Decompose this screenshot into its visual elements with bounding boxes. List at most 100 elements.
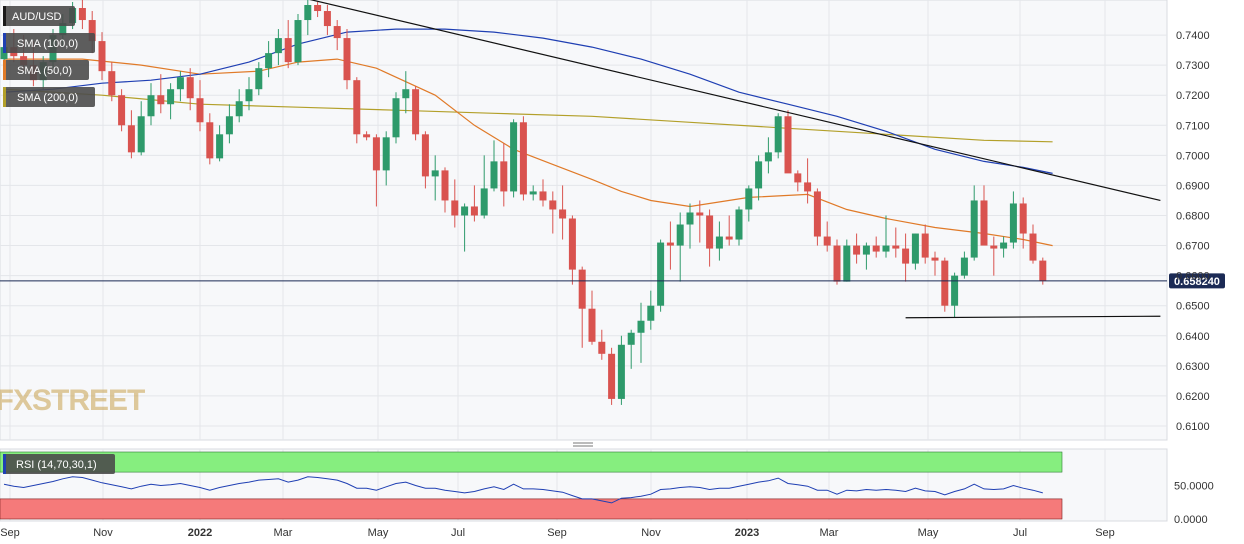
candle-down <box>549 200 557 210</box>
candle-down <box>470 206 478 216</box>
candle-down <box>421 134 429 177</box>
candle-down <box>353 80 361 135</box>
candle-down <box>921 233 929 258</box>
candle-up <box>657 242 665 306</box>
candle-up <box>617 344 625 399</box>
y-tick-label: 0.6100 <box>1176 421 1210 433</box>
candle-down <box>784 116 792 174</box>
sma50-line <box>4 58 1053 247</box>
candle-up <box>735 209 743 240</box>
rsi-legend-box[interactable] <box>3 454 115 474</box>
price-panel <box>0 0 1168 441</box>
rsi-line <box>3 476 1043 504</box>
legend-box-sma50[interactable] <box>3 60 89 80</box>
candle-up <box>764 152 772 162</box>
candle-down <box>588 308 596 342</box>
candle-down <box>1019 203 1027 234</box>
candle-up <box>274 38 282 54</box>
candle-up <box>715 236 723 249</box>
candle-down <box>608 353 616 399</box>
candle-up <box>167 89 175 105</box>
candle-up <box>304 5 312 21</box>
legend[interactable]: AUD/USD SMA (100,0) SMA (50,0) SMA (200,… <box>3 6 95 107</box>
x-tick-label: May <box>918 527 939 539</box>
x-tick-label: Sep <box>0 527 20 539</box>
candle-down <box>853 245 861 255</box>
legend-label-sma200: SMA (200,0) <box>17 92 78 104</box>
candle-down <box>314 5 322 12</box>
candle-down <box>88 20 96 42</box>
y-tick-label: 0.6400 <box>1176 331 1210 343</box>
candle-up <box>529 191 537 195</box>
candle-up <box>294 20 302 63</box>
trendlines[interactable] <box>308 0 1161 319</box>
candle-up <box>480 188 488 216</box>
candle-up <box>862 245 870 255</box>
candle-up <box>235 101 243 117</box>
legend-label-sma100: SMA (100,0) <box>17 38 78 50</box>
candle-down <box>78 8 86 21</box>
y-tick-label: 0.6200 <box>1176 391 1210 403</box>
candle-up <box>745 188 753 210</box>
candle-down <box>451 200 459 216</box>
x-tick-label: Jul <box>1013 527 1027 539</box>
candle-up <box>382 137 390 171</box>
candle-down <box>186 77 194 99</box>
candle-up <box>137 116 145 153</box>
rsi-path <box>3 476 1043 504</box>
candle-down <box>118 95 126 126</box>
legend-box-sma100[interactable] <box>3 33 95 53</box>
candle-up <box>1009 203 1017 243</box>
x-tick-label: Sep <box>1095 527 1115 539</box>
trendline <box>309 0 1161 202</box>
candle-up <box>843 245 851 282</box>
candle-down <box>500 161 508 192</box>
price-axis: 0.7400 0.7300 0.7200 0.7100 0.7000 0.6900 0.68… <box>1176 30 1210 433</box>
x-tick-label: Nov <box>641 527 661 539</box>
x-tick-label: May <box>368 527 389 539</box>
candle-up <box>647 305 655 321</box>
y-tick-label: 0.6600 <box>1176 271 1210 283</box>
panel-resize-handle[interactable] <box>573 442 593 447</box>
y-tick-label: 0.6700 <box>1176 241 1210 253</box>
rsi-overbought-zone <box>0 451 1063 473</box>
candle-up <box>970 200 978 258</box>
candle-up <box>951 275 959 306</box>
candle-up <box>627 332 635 345</box>
candle-down <box>794 173 802 183</box>
candle-down <box>343 38 351 81</box>
candle-down <box>363 134 371 138</box>
candle-down <box>931 257 939 261</box>
candle-down <box>872 245 880 252</box>
candle-down <box>539 191 547 201</box>
legend-box-sma200[interactable] <box>3 87 95 107</box>
rsi-legend-label: RSI (14,70,30,1) <box>16 459 97 471</box>
candle-down <box>372 137 380 171</box>
candle-down <box>412 89 420 135</box>
candle-down <box>441 170 449 201</box>
candle-up <box>255 68 263 90</box>
candle-up <box>0 47 8 60</box>
candle-up <box>755 161 763 189</box>
candle-up <box>774 116 782 153</box>
candle-down <box>578 269 586 309</box>
x-tick-label: Jul <box>451 527 465 539</box>
candle-down <box>1029 233 1037 261</box>
y-tick-label: 0.7300 <box>1176 60 1210 72</box>
candle-up <box>637 320 645 333</box>
candle-down <box>98 41 106 72</box>
legend-swatch-sma200 <box>3 87 6 107</box>
candle-down <box>284 38 292 63</box>
legend-box-audusd[interactable] <box>3 6 75 26</box>
candle-up <box>431 170 439 177</box>
y-tick-label: 0.7100 <box>1176 120 1210 132</box>
candle-up <box>245 89 253 102</box>
candle-up <box>490 161 498 189</box>
candle-up <box>960 257 968 276</box>
candle-up <box>265 53 273 69</box>
candle-up <box>510 122 518 192</box>
trendline <box>905 315 1161 319</box>
time-axis: Sep Nov 2022 Mar May Jul Sep Nov 2023 Mar May Jul Se… <box>0 527 1115 539</box>
rsi-axis: 50.0000 0.0000 <box>1174 481 1214 527</box>
